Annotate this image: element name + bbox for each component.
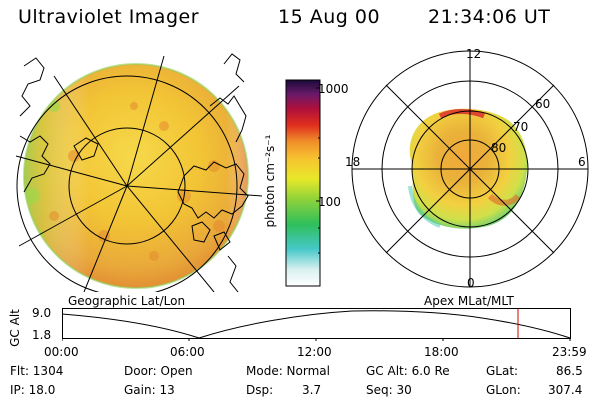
info-gc-alt: GC Alt: 6.0 Re [366,364,450,378]
mlat-label-70: 70 [513,120,529,134]
info-flt: Flt: 1304 [10,364,64,378]
colorbar [285,79,321,287]
mlt-label-6: 6 [578,155,586,169]
info-glat-label: GLat: [486,364,519,378]
mlat-label-80: 80 [491,141,507,155]
info-seq: Seq: 30 [366,383,412,397]
altitude-xtick-2359: 23:59 [552,345,587,359]
altitude-ylabel: GC Alt [7,309,22,347]
altitude-ytick-9: 9.0 [32,306,52,320]
right-panel-caption: Apex MLat/MLT [424,294,514,308]
mlat-mlt-polar-plot [351,50,589,288]
info-glon-label: GLon: [486,383,521,397]
mlt-label-18: 18 [345,155,361,169]
altitude-xtick-0600: 06:00 [170,345,205,359]
left-panel-caption: Geographic Lat/Lon [68,294,186,308]
colorbar-tick-1000: 1000 [318,82,349,96]
info-mode: Mode: Normal [246,364,330,378]
header: Ultraviolet Imager 15 Aug 00 21:34:06 UT [0,6,600,32]
info-ip: IP: 18.0 [10,383,56,397]
time-label: 21:34:06 UT [428,6,551,28]
instrument-title: Ultraviolet Imager [18,6,200,28]
info-gain: Gain: 13 [124,383,175,397]
info-door: Door: Open [124,364,193,378]
info-glat-value: 86.5 [556,364,583,378]
info-glon-value: 307.4 [548,383,583,397]
altitude-xtick-1200: 12:00 [297,345,332,359]
colorbar-tick-100: 100 [318,195,341,209]
mlt-label-0: 0 [467,276,475,290]
info-dsp-value: 3.7 [302,383,322,397]
altitude-ytick-1-8: 1.8 [32,328,52,342]
mlat-label-60: 60 [535,97,551,111]
altitude-plot [62,308,571,341]
geographic-image [15,53,263,292]
mlt-label-12: 12 [466,47,482,61]
altitude-xtick-0000: 00:00 [44,345,79,359]
date-label: 15 Aug 00 [278,6,381,28]
altitude-xtick-1800: 18:00 [424,345,459,359]
info-dsp-label: Dsp: [246,383,274,397]
colorbar-unit-label: photon cm⁻²s⁻¹ [263,134,277,228]
